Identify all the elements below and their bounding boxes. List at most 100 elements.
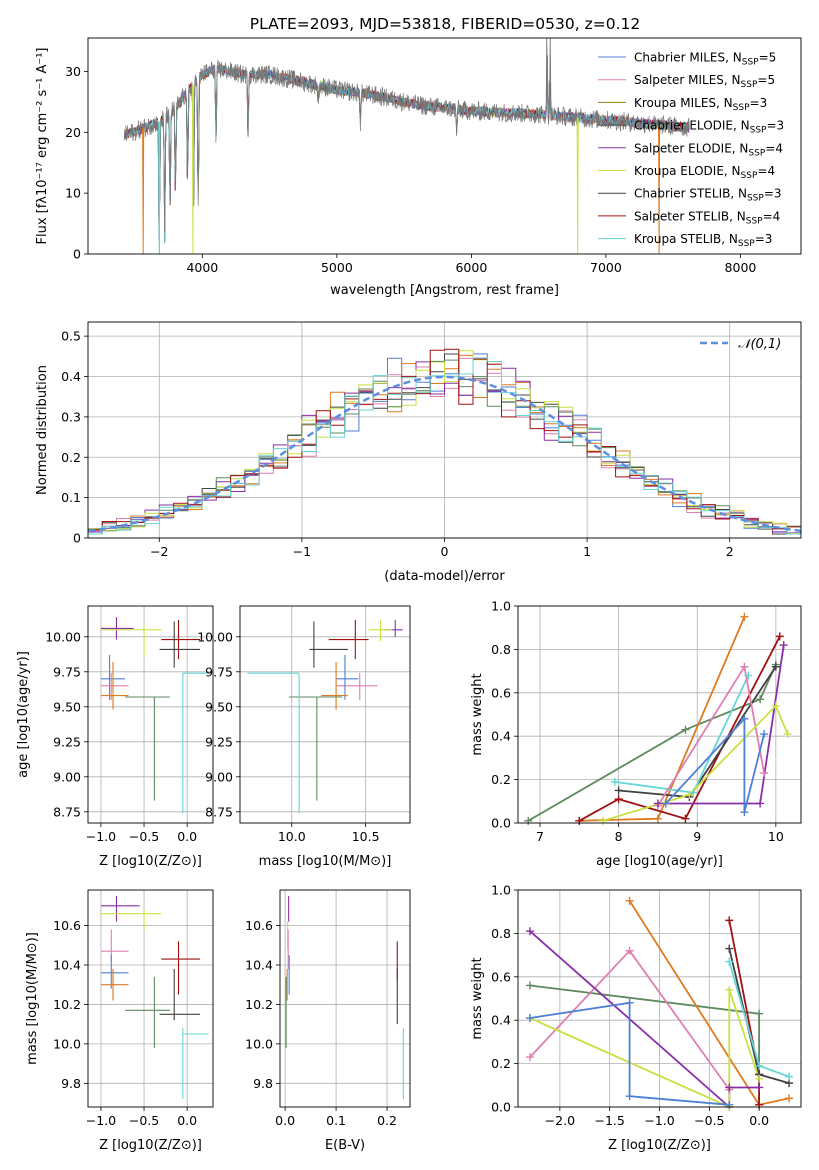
x-tick-label: −1.5 <box>594 1113 624 1128</box>
x-tick-label: −0.5 <box>694 1113 724 1128</box>
y-tick-label: 10.0 <box>245 1036 273 1051</box>
y-tick-label: 10 <box>65 186 81 201</box>
weight-point-marker <box>625 1092 634 1101</box>
model-spectrum-line <box>123 57 690 243</box>
weight-point-marker <box>760 730 769 739</box>
weight-point-marker <box>740 808 749 817</box>
legend-suffix: =4 <box>763 209 781 223</box>
legend-entry: Chabrier ELODIE, NSSP=3 <box>634 119 784 136</box>
weight-point-marker <box>725 944 734 953</box>
legend-suffix: =3 <box>755 232 773 246</box>
weight-Z-axes: −2.0 −1.5 −1.0 −0.5 0.0 0.0 0.2 0.4 0.6 0.8 1.0 <box>491 883 801 1128</box>
y-tick-label: 10.00 <box>45 629 81 644</box>
mass-EBV-x-axis-label: E(B-V) <box>325 1138 365 1153</box>
weight-point-marker <box>525 1014 534 1023</box>
y-tick-label: 10.0 <box>53 1036 81 1051</box>
y-tick-label: 9.00 <box>53 769 81 784</box>
weight-point-marker <box>625 998 634 1007</box>
mass-Z-frame <box>87 889 214 1108</box>
legend-suffix: =4 <box>765 141 783 155</box>
legend-entry: Kroupa MILES, NSSP=3 <box>634 96 767 113</box>
weight-point-marker <box>785 1094 794 1103</box>
y-tick-label: 0.4 <box>491 1013 511 1028</box>
y-tick-label: 9.00 <box>205 769 233 784</box>
weight-point-marker <box>598 816 607 825</box>
y-tick-label: 0.4 <box>491 729 511 744</box>
weight-point-marker <box>760 769 769 778</box>
gauss-legend-label: 𝒩(0,1) <box>738 337 781 352</box>
weight-point-marker <box>755 1061 764 1070</box>
y-tick-label: 9.50 <box>53 699 81 714</box>
residuals-frame <box>87 321 802 539</box>
y-tick-label: 10.4 <box>53 957 81 972</box>
x-tick-label: 5000 <box>321 260 353 275</box>
weight-point-marker <box>725 916 734 925</box>
y-tick-label: 0.0 <box>491 816 511 831</box>
weight-point-marker <box>681 725 690 734</box>
legend-text: Kroupa STELIB, N <box>634 232 738 246</box>
weight-age-plot-area <box>527 616 789 822</box>
weight-point-marker <box>755 1074 764 1083</box>
weight-point-marker <box>756 799 765 808</box>
y-tick-label: 0.2 <box>61 450 81 465</box>
x-tick-label: −2.0 <box>545 1113 575 1128</box>
weight-point-marker <box>744 671 753 680</box>
weight-point-marker <box>685 790 694 799</box>
model-spectrum-line <box>123 54 690 244</box>
age-Z-axes: −1.0 −0.5 0.0 8.75 9.00 9.25 9.50 9.75 10.00 <box>45 606 213 844</box>
y-tick-label: 0.1 <box>61 490 81 505</box>
model-spectrum-line <box>124 61 690 240</box>
weight-point-marker <box>661 799 670 808</box>
x-tick-label: 0.1 <box>326 1113 346 1128</box>
x-tick-label: −1 <box>293 544 311 559</box>
legend-entry: Chabrier MILES, NSSP=5 <box>634 51 776 68</box>
mass-EBV-axes: 0.0 0.1 0.2 9.8 10.0 10.2 10.4 10.6 <box>245 890 410 1128</box>
model-spectrum-line <box>124 62 690 240</box>
x-tick-label: −1.0 <box>86 829 116 844</box>
x-tick-label: 9 <box>693 829 701 844</box>
x-tick-label: −1.0 <box>644 1113 674 1128</box>
weight-point-marker <box>575 816 584 825</box>
spectrum-dropout <box>142 128 145 254</box>
y-tick-label: 10.6 <box>53 918 81 933</box>
legend-subscript: SSP <box>747 194 764 204</box>
residual-histogram <box>88 357 801 535</box>
y-tick-label: 1.0 <box>491 599 511 614</box>
weight-series-line <box>529 930 760 1107</box>
weight-point-marker <box>625 896 634 905</box>
y-tick-label: 0.6 <box>491 685 511 700</box>
residuals-y-axis-label: Normed distribution <box>35 365 50 495</box>
weight-point-marker <box>610 777 619 786</box>
model-spectrum-line <box>123 55 690 242</box>
legend-entry: Kroupa ELODIE, NSSP=4 <box>634 164 775 181</box>
legend-suffix: =5 <box>757 73 775 87</box>
x-tick-label: −0.5 <box>129 1113 159 1128</box>
y-tick-label: 8.75 <box>205 804 233 819</box>
weight-point-marker <box>725 985 734 994</box>
weight-point-marker <box>740 662 749 671</box>
weight-point-marker <box>653 814 662 823</box>
legend-text: Salpeter MILES, N <box>634 73 741 87</box>
weight-point-marker <box>771 662 780 671</box>
y-tick-label: 0.3 <box>61 409 81 424</box>
legend-suffix: =5 <box>759 51 777 65</box>
x-tick-label: 0.0 <box>177 1113 197 1128</box>
x-tick-label: 0.0 <box>275 1113 295 1128</box>
weight-point-marker <box>681 814 690 823</box>
y-tick-label: 0 <box>73 531 81 546</box>
age-Z-frame <box>87 605 214 824</box>
legend-text: Salpeter ELODIE, N <box>634 141 748 155</box>
weight-point-marker <box>775 632 784 641</box>
y-tick-label: 9.25 <box>205 734 233 749</box>
spectrum-dropout <box>191 85 194 254</box>
x-tick-label: 0.0 <box>177 829 197 844</box>
legend-text: Chabrier ELODIE, N <box>634 119 750 133</box>
y-tick-label: 0.0 <box>491 1100 511 1115</box>
mass-EBV-frame <box>279 889 411 1108</box>
y-tick-label: 0.4 <box>61 369 81 384</box>
legend-text: Salpeter STELIB, N <box>634 209 746 223</box>
age-mass-plot-area <box>247 620 403 814</box>
weight-series-line <box>578 635 781 822</box>
x-tick-label: 10.5 <box>352 829 380 844</box>
